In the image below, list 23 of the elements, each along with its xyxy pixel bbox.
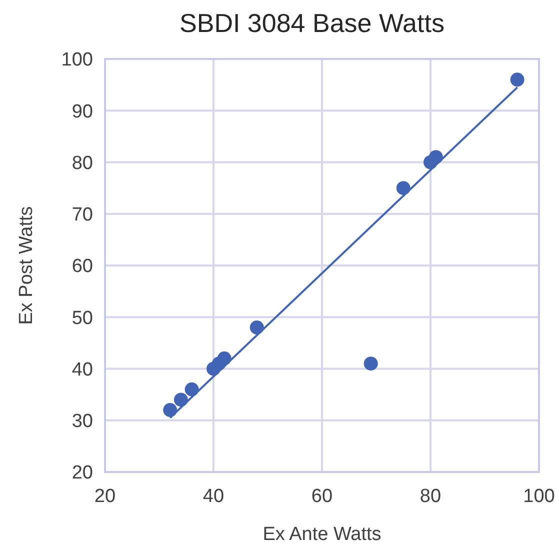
x-tick-label: 60 xyxy=(311,486,333,507)
y-tick-label: 90 xyxy=(72,101,93,122)
y-tick-label: 20 xyxy=(72,462,93,484)
x-tick-label: 40 xyxy=(202,486,224,507)
point xyxy=(428,150,443,164)
x-tick-label: 100 xyxy=(523,486,555,507)
point xyxy=(396,181,410,196)
point xyxy=(510,72,524,87)
chart-title: SBDI 3084 Base Watts xyxy=(180,8,444,38)
x-tick-label: 80 xyxy=(420,486,442,507)
point xyxy=(163,403,178,418)
y-tick-label: 100 xyxy=(61,50,93,71)
y-tick-label: 40 xyxy=(72,359,93,380)
point xyxy=(364,356,378,371)
point xyxy=(174,392,188,407)
y-axis-title: Ex Post Watts xyxy=(16,206,37,325)
y-tick-label: 30 xyxy=(72,411,93,432)
y-tick-label: 50 xyxy=(72,308,93,329)
y-tick-label: 60 xyxy=(72,256,93,278)
x-tick-label: 20 xyxy=(94,486,116,507)
x-axis-title: Ex Ante Watts xyxy=(262,524,382,545)
y-tick-label: 70 xyxy=(72,204,93,226)
y-tick-label: 80 xyxy=(72,152,93,174)
